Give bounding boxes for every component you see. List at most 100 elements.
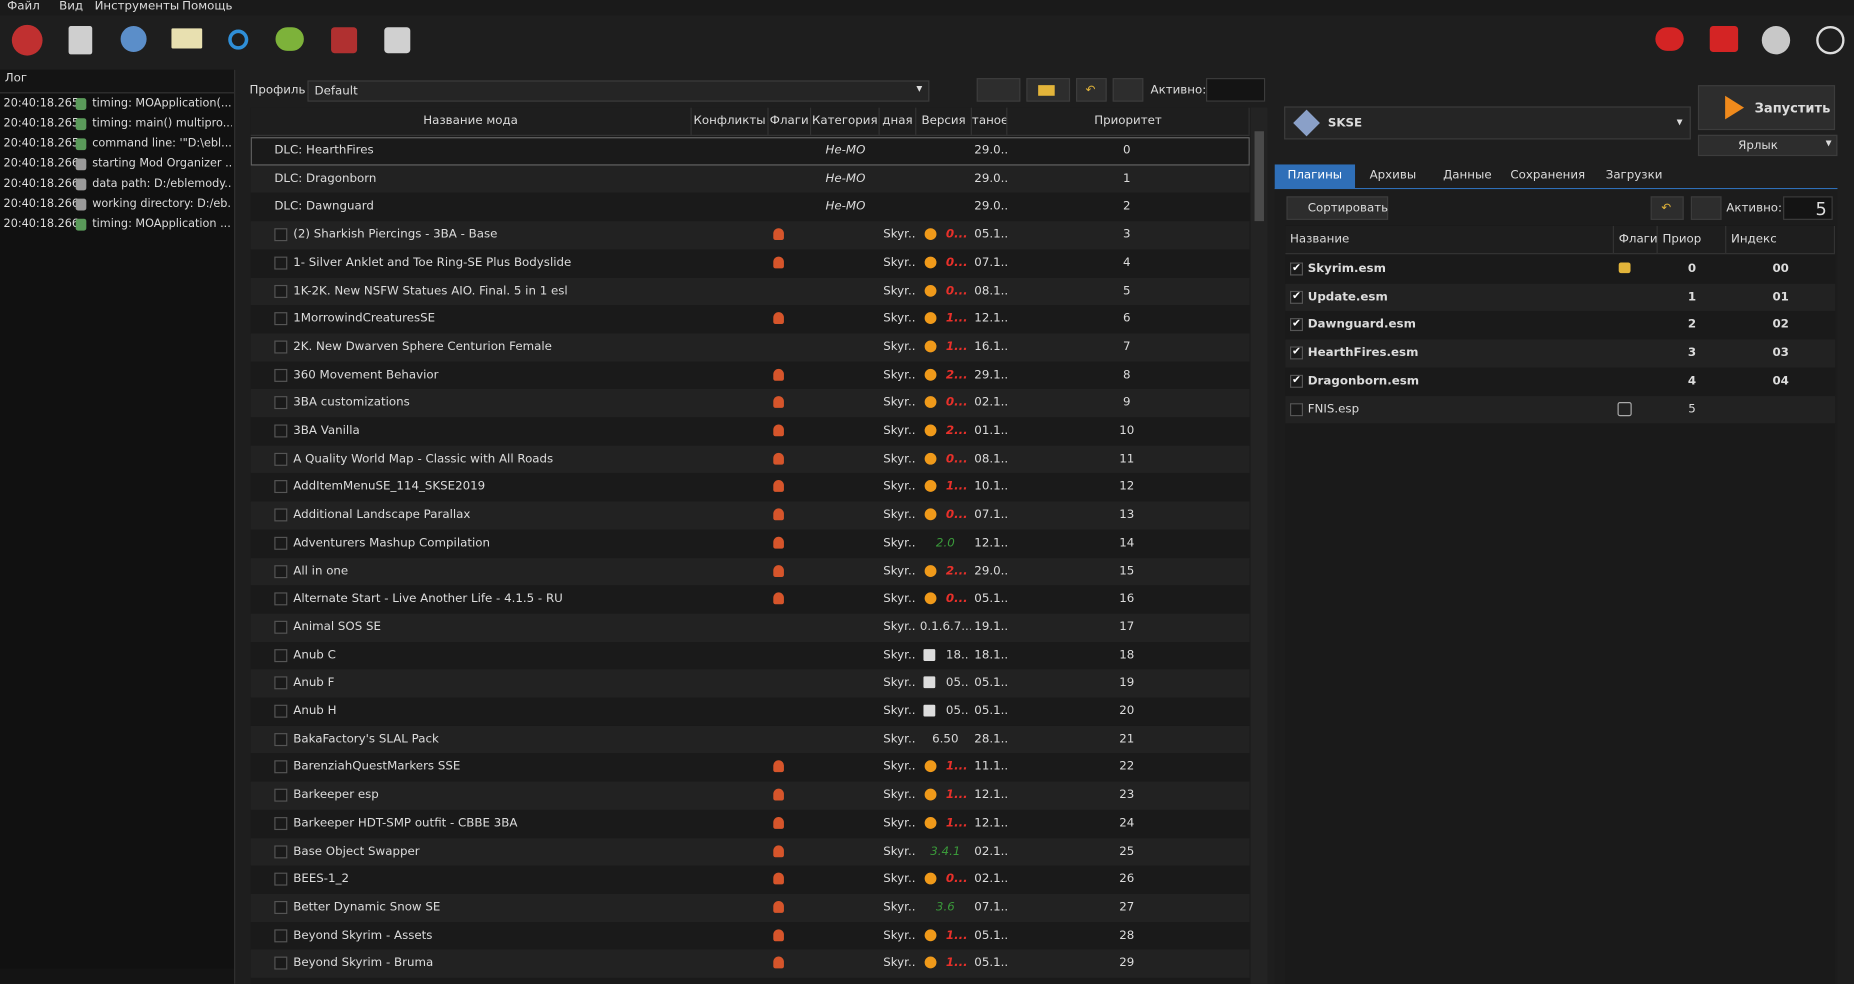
plugin-checkbox[interactable]: ✔	[1289, 290, 1304, 304]
mod-row[interactable]: 1- Silver Anklet and Toe Ring-SE Plus Bo…	[250, 249, 1250, 278]
plugin-checkbox[interactable]: ✔	[1289, 374, 1304, 388]
column-header[interactable]: Название мода	[251, 107, 692, 135]
mod-checkbox[interactable]	[274, 284, 288, 298]
mod-row[interactable]: DLC: HearthFires Не-МО 29.0... 0	[250, 137, 1250, 166]
mod-row[interactable]: Animal SOS SE Skyr...0.1.6.7...19.1... 17	[250, 613, 1250, 642]
mod-row[interactable]: Anub C Skyr... 18... 18.1... 18	[250, 641, 1250, 670]
mod-row[interactable]: BEES-1_2 Skyr... 0... 02.1... 26	[250, 865, 1250, 894]
mod-checkbox[interactable]	[274, 816, 288, 830]
tool-icon[interactable]	[384, 27, 411, 54]
mod-checkbox[interactable]	[274, 900, 288, 914]
mod-checkbox[interactable]	[274, 424, 288, 438]
menu-item[interactable]: Вид	[59, 0, 84, 14]
menu-item[interactable]: Файл	[7, 0, 40, 14]
column-header[interactable]: Приор	[1662, 225, 1727, 254]
mod-row[interactable]: Beyond Skyrim - Assets Skyr... 1... 05.1...…	[250, 921, 1250, 950]
restore-button[interactable]: ↶	[1075, 78, 1107, 102]
column-header[interactable]: Конфликты	[692, 107, 769, 135]
column-header[interactable]: Флаги	[769, 107, 812, 135]
mod-row[interactable]: 3BA customizations Skyr... 0... 02.1... 9	[250, 389, 1250, 418]
backup-button[interactable]	[1690, 196, 1722, 220]
tool-icon[interactable]	[68, 26, 93, 55]
mod-row[interactable]: DLC: Dragonborn Не-МО 29.0... 1	[250, 165, 1250, 194]
backup-button[interactable]	[1112, 78, 1144, 102]
mod-row[interactable]: 2K. New Dwarven Sphere Centurion Female S…	[250, 333, 1250, 362]
tool-icon[interactable]	[11, 24, 43, 56]
plugin-row[interactable]: ✔ Dawnguard.esm 2 02	[1285, 311, 1836, 340]
warning-icon[interactable]	[1709, 26, 1739, 53]
mod-checkbox[interactable]	[274, 844, 288, 858]
run-button[interactable]: Запустить	[1697, 85, 1836, 131]
mod-row[interactable]: Barkeeper esp Skyr... 1... 12.1... 23	[250, 781, 1250, 810]
help-icon[interactable]	[1816, 26, 1845, 55]
mod-row[interactable]: Barkeeper HDT-SMP outfit - CBBE 3BA Skyr.…	[250, 809, 1250, 838]
plugin-checkbox[interactable]: ✔	[1289, 346, 1304, 360]
mod-checkbox[interactable]	[274, 480, 288, 494]
mod-checkbox[interactable]	[274, 508, 288, 522]
profile-dropdown[interactable]: Default ▾	[307, 80, 930, 102]
mod-checkbox[interactable]	[274, 928, 288, 942]
folder-button[interactable]	[1026, 78, 1071, 102]
tab[interactable]: Данные	[1443, 169, 1492, 183]
mod-checkbox[interactable]	[274, 452, 288, 466]
tool-icon[interactable]	[171, 28, 203, 49]
mod-row[interactable]: BarenziahQuestMarkers SSE Skyr... 1... 11.1…	[250, 753, 1250, 782]
mod-row[interactable]: 3BA Vanilla Skyr... 2... 01.1... 10	[250, 417, 1250, 446]
mod-row[interactable]: Base Object Swapper Skyr... 3.4.1 02.1... 25	[250, 837, 1250, 866]
mod-checkbox[interactable]	[274, 396, 288, 410]
executable-dropdown[interactable]: SKSE ▾	[1284, 106, 1691, 140]
column-header[interactable]: Флаги	[1619, 225, 1658, 254]
mod-checkbox[interactable]	[274, 704, 288, 718]
tool-icon[interactable]	[275, 27, 304, 51]
restore-button[interactable]: ↶	[1650, 196, 1684, 220]
tool-icon[interactable]	[120, 26, 147, 53]
column-header[interactable]: Версия	[916, 107, 972, 135]
menu-item[interactable]: Помощь	[182, 0, 233, 14]
mod-checkbox[interactable]	[274, 536, 288, 550]
shortcut-button[interactable]: Ярлык ▾	[1697, 134, 1838, 157]
mod-row[interactable]: AddItemMenuSE_114_SKSE2019 Skyr... 1... 10.…	[250, 473, 1250, 502]
tools-button[interactable]	[976, 78, 1021, 102]
column-header[interactable]: таное	[972, 107, 1008, 135]
mod-row[interactable]: 1MorrowindCreaturesSE Skyr... 1... 12.1... 6	[250, 305, 1250, 334]
mod-row[interactable]: Anub H Skyr... 05... 05.1... 20	[250, 697, 1250, 726]
tab[interactable]: Сохранения	[1510, 169, 1586, 183]
mod-row[interactable]: BakaFactory's SLAL Pack Skyr... 6.50 28.1..…	[250, 725, 1250, 754]
mod-row[interactable]: 360 Movement Behavior Skyr... 2... 29.1... 8	[250, 361, 1250, 390]
plugin-row[interactable]: ✔ Skyrim.esm 0 00	[1285, 255, 1836, 284]
mod-row[interactable]: Adventurers Mashup Compilation Skyr... 2.0…	[250, 529, 1250, 558]
mod-row[interactable]: A Quality World Map - Classic with All R…	[250, 445, 1250, 474]
plugin-row[interactable]: ✔ Dragonborn.esm 4 04	[1285, 367, 1836, 396]
mod-checkbox[interactable]	[274, 788, 288, 802]
mod-row[interactable]: DLC: Dawnguard Не-МО 29.0... 2	[250, 193, 1250, 222]
mod-checkbox[interactable]	[274, 760, 288, 774]
menu-item[interactable]: Инструменты	[94, 0, 180, 14]
plugin-checkbox[interactable]: ✔	[1289, 318, 1304, 332]
tool-icon[interactable]	[228, 29, 249, 50]
mod-checkbox[interactable]	[274, 648, 288, 662]
mod-checkbox[interactable]	[274, 228, 288, 242]
mod-checkbox[interactable]	[274, 592, 288, 606]
mod-row[interactable]: (2) Sharkish Piercings - 3BA - Base Skyr.…	[250, 221, 1250, 250]
column-header[interactable]: Название	[1290, 225, 1614, 254]
mod-checkbox[interactable]	[274, 256, 288, 270]
column-header[interactable]: дная	[880, 107, 917, 135]
column-header[interactable]: Индекс	[1731, 225, 1836, 254]
mod-row[interactable]: 1K-2K. New NSFW Statues AIO. Final. 5 in…	[250, 277, 1250, 306]
mod-checkbox[interactable]	[274, 564, 288, 578]
mod-row[interactable]: Better Dynamic Snow SE Skyr... 3.6 07.1... 2…	[250, 893, 1250, 922]
scrollbar-thumb[interactable]	[1254, 131, 1264, 222]
plugin-checkbox[interactable]: ✔	[1289, 262, 1304, 276]
plugin-row[interactable]: FNIS.esp 5	[1285, 395, 1836, 424]
column-header[interactable]: Категория	[811, 107, 880, 135]
endorse-icon[interactable]	[1655, 27, 1684, 51]
mod-checkbox[interactable]	[274, 312, 288, 326]
mod-checkbox[interactable]	[274, 956, 288, 970]
scrollbar[interactable]	[1250, 107, 1268, 984]
tab[interactable]: Плагины	[1274, 164, 1356, 189]
mod-checkbox[interactable]	[274, 340, 288, 354]
update-icon[interactable]	[1761, 26, 1791, 55]
mod-checkbox[interactable]	[274, 676, 288, 690]
mod-row[interactable]: Additional Landscape Parallax Skyr... 0...…	[250, 501, 1250, 530]
mod-row[interactable]: All in one Skyr... 2... 29.0... 15	[250, 557, 1250, 586]
